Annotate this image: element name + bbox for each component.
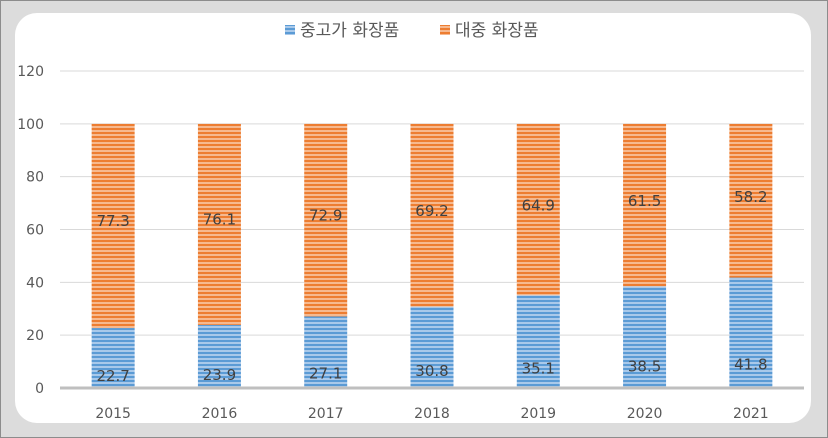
bar-mid-high-price-2016 [197, 324, 241, 388]
bar-mass-market-2019 [516, 123, 560, 296]
x-tick-label: 2018 [414, 406, 450, 422]
data-labels: 22.7 77.3 23.9 76.1 27.1 72.9 30.8 69.2 35.1 64.9… [96, 188, 767, 385]
y-tick-label: 100 [17, 117, 44, 133]
data-label: 72.9 [309, 206, 342, 224]
data-label: 64.9 [522, 196, 555, 214]
data-label: 38.5 [628, 358, 661, 376]
legend: 중고가 화장품 대중 화장품 [285, 21, 539, 41]
y-tick-label: 80 [26, 170, 44, 186]
x-tick-label: 2016 [202, 406, 238, 422]
data-label: 76.1 [203, 210, 236, 228]
data-label: 23.9 [203, 366, 236, 384]
legend-swatch [440, 25, 450, 35]
y-tick-label: 40 [26, 275, 44, 291]
bar-mass-market-2021 [729, 123, 773, 278]
data-label: 27.1 [309, 364, 342, 382]
data-label: 69.2 [415, 202, 448, 220]
data-label: 30.8 [415, 362, 448, 380]
x-tick-label: 2021 [733, 406, 769, 422]
bar-mass-market-2020 [623, 123, 667, 287]
bar-mid-high-price-2019 [516, 295, 560, 388]
data-label: 35.1 [522, 360, 555, 378]
x-tick-label: 2019 [520, 406, 556, 422]
data-label: 61.5 [628, 192, 661, 210]
legend-swatch [285, 25, 295, 35]
axes: 0 20 40 60 80 100 120 2015 2016 2017 2018 2019 2020 2… [17, 64, 804, 422]
y-tick-label: 20 [26, 328, 44, 344]
y-tick-label: 60 [26, 223, 44, 239]
bar-mass-market-2016 [197, 123, 241, 325]
bar-mid-high-price-2021 [729, 277, 773, 388]
bar-mid-high-price-2018 [410, 306, 454, 388]
bars [91, 123, 773, 388]
bar-mass-market-2018 [410, 123, 454, 307]
data-label: 77.3 [96, 212, 129, 230]
x-tick-label: 2020 [627, 406, 663, 422]
y-tick-label: 0 [35, 381, 44, 397]
data-label: 41.8 [734, 356, 767, 374]
x-tick-label: 2015 [95, 406, 131, 422]
legend-label: 중고가 화장품 [300, 21, 399, 41]
data-label: 22.7 [96, 367, 129, 385]
legend-label: 대중 화장품 [455, 21, 539, 41]
bar-mid-high-price-2020 [623, 286, 667, 388]
data-label: 58.2 [734, 188, 767, 206]
bar-mass-market-2017 [304, 123, 348, 317]
x-tick-label: 2017 [308, 406, 344, 422]
bar-mid-high-price-2015 [91, 328, 135, 388]
bar-mass-market-2015 [91, 123, 135, 329]
bar-mid-high-price-2017 [304, 316, 348, 388]
y-tick-label: 120 [17, 64, 44, 80]
